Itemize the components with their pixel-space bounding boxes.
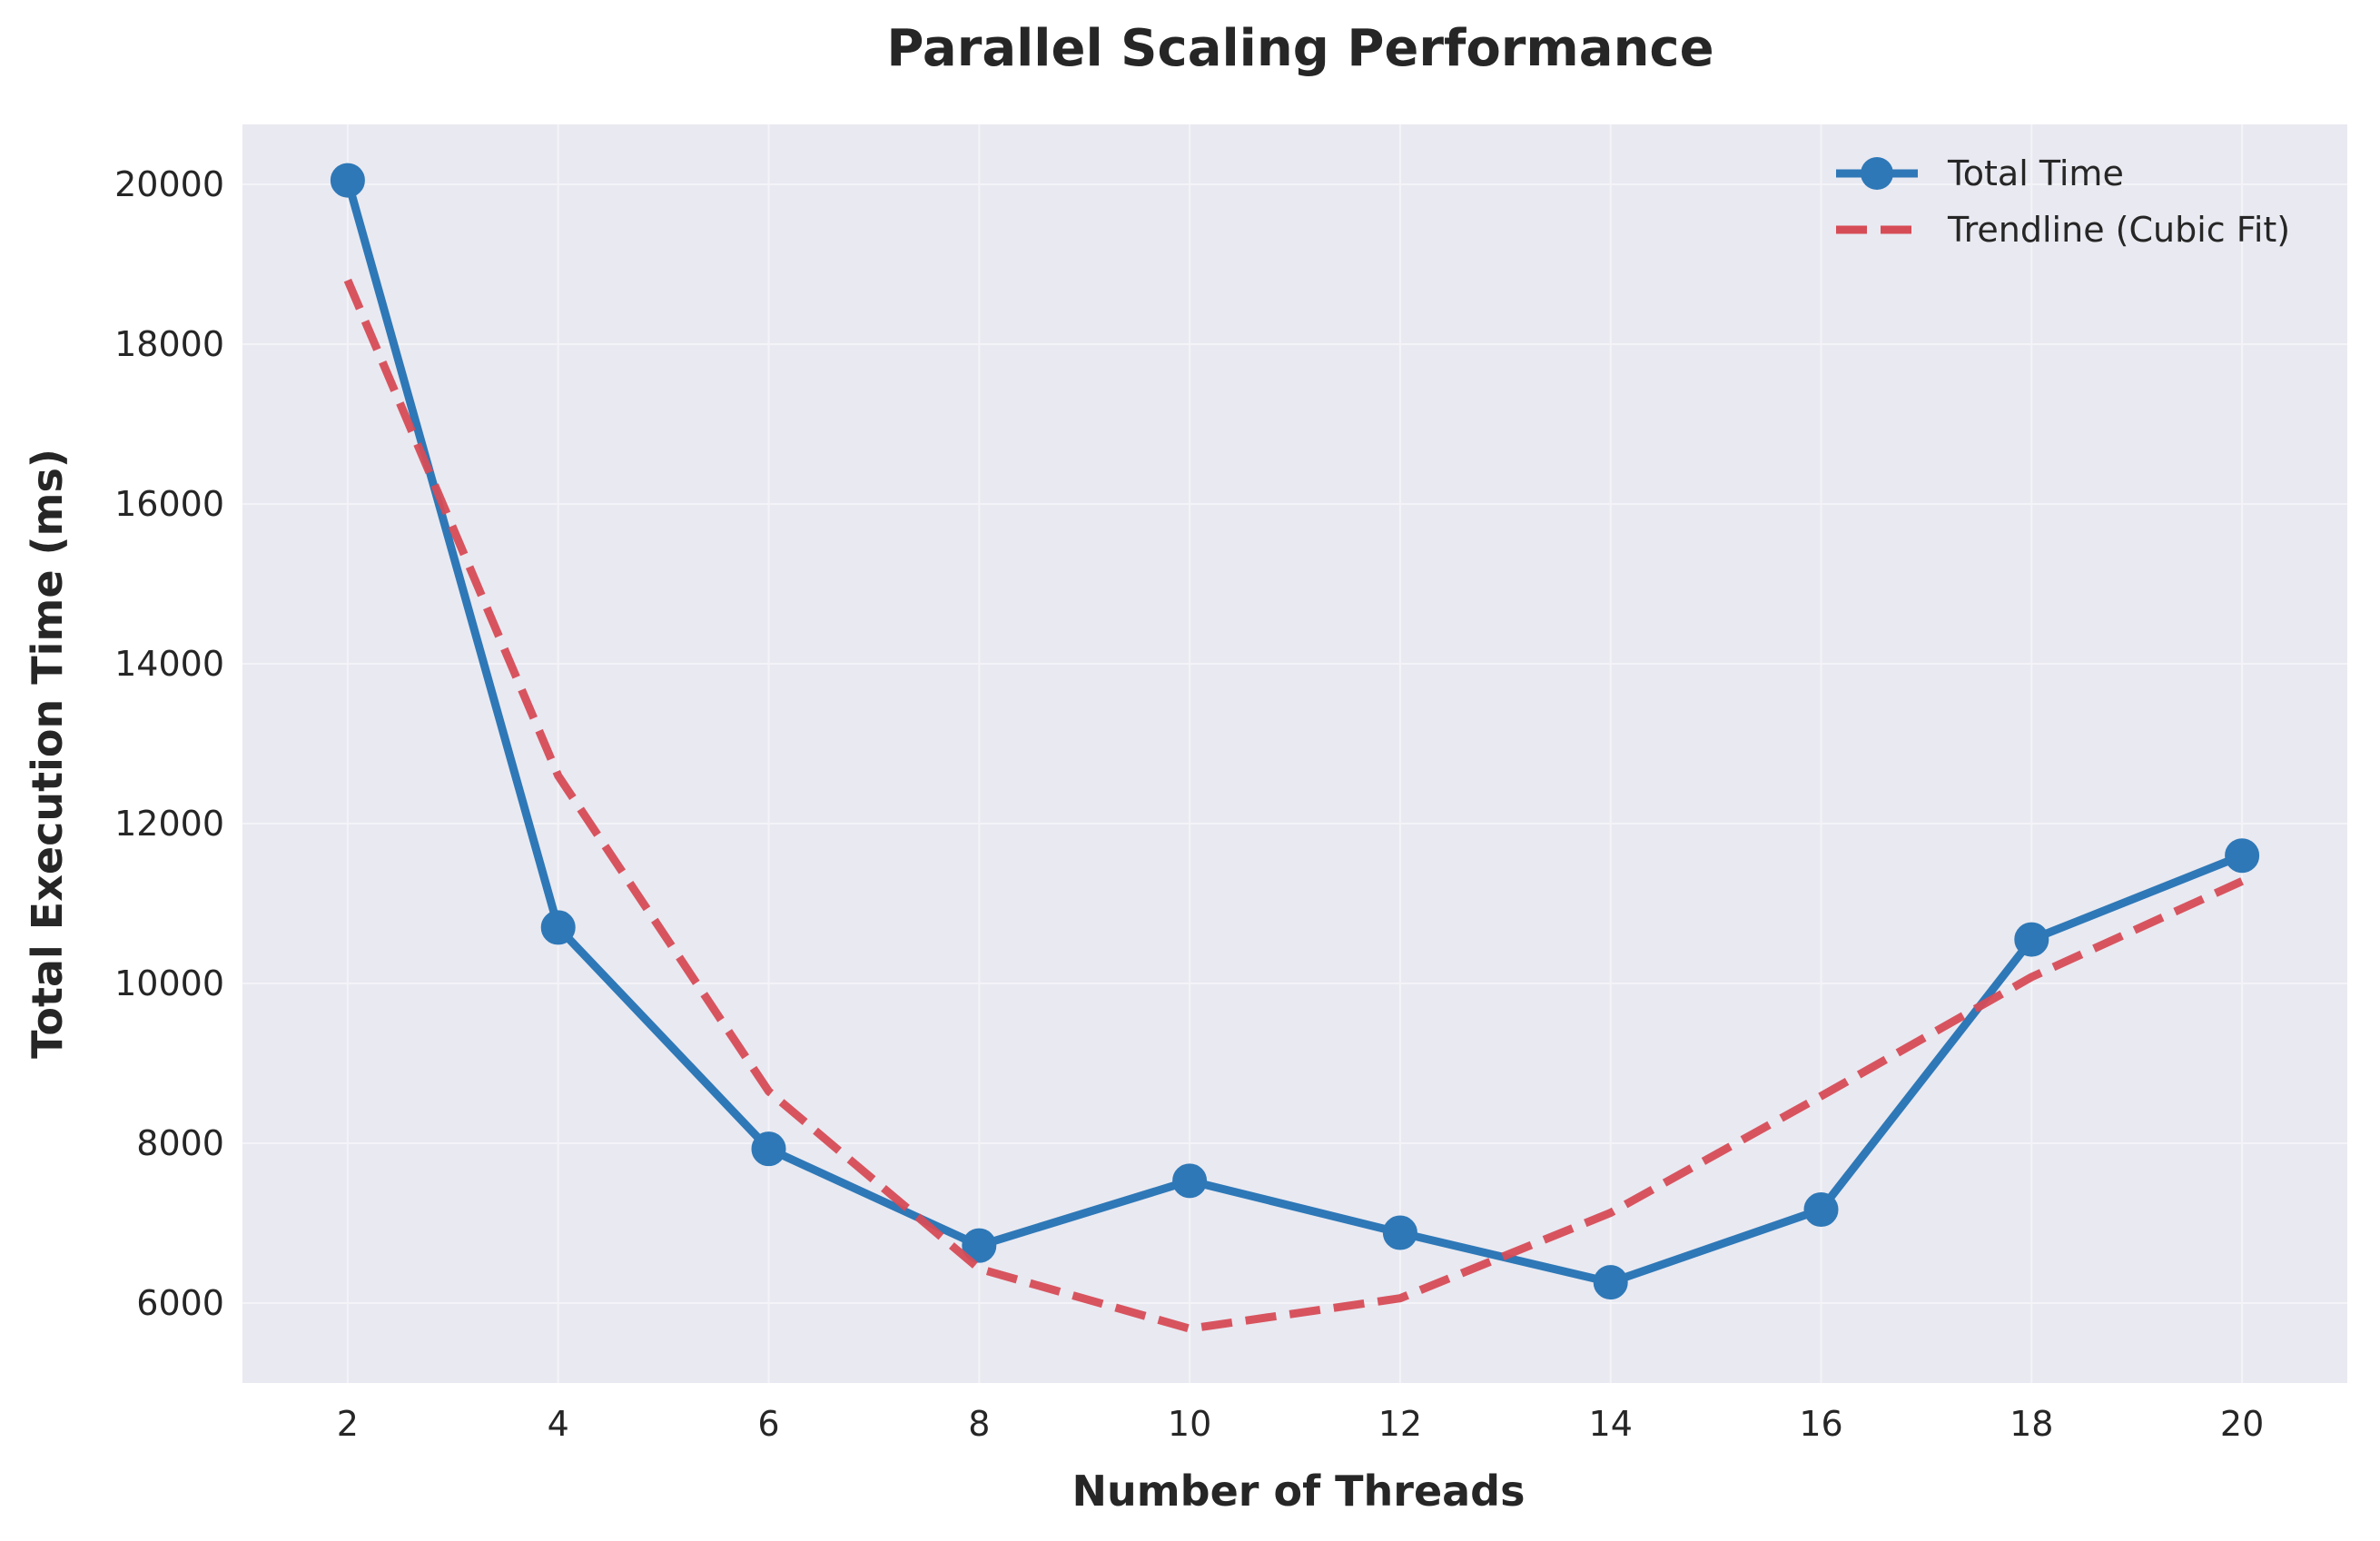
y-tick-label: 8000 xyxy=(136,1123,224,1163)
y-tick-label: 6000 xyxy=(136,1283,224,1323)
total-time-point xyxy=(2225,838,2260,874)
y-axis-label: Total Execution Time (ms) xyxy=(23,449,72,1059)
total-time-point xyxy=(540,910,576,945)
total-time-point xyxy=(1593,1265,1628,1300)
chart-title: Parallel Scaling Performance xyxy=(886,19,1713,78)
x-axis-label: Number of Threads xyxy=(1072,1467,1526,1516)
legend-marker-total-time xyxy=(1861,157,1893,190)
legend-label-total-time: Total Time xyxy=(1947,153,2124,193)
trendline-cubic-fit-line xyxy=(343,278,2244,1333)
y-tick-label: 20000 xyxy=(114,164,224,204)
x-tick-label: 4 xyxy=(548,1404,569,1444)
total-time-point xyxy=(1803,1192,1839,1228)
x-tick-label: 10 xyxy=(1168,1404,1211,1444)
x-tick-label: 6 xyxy=(757,1404,779,1444)
legend-label-trendline-cubic-fit: Trendline (Cubic Fit) xyxy=(1947,210,2290,250)
y-tick-label: 18000 xyxy=(114,324,224,364)
total-time-point xyxy=(1382,1215,1417,1250)
total-time-point xyxy=(751,1131,786,1167)
ticks: 2 4 6 8 10 12 14 16 18 20 6000 8000 10000 12000 14000 1… xyxy=(114,164,2264,1444)
y-tick-label: 16000 xyxy=(114,484,224,524)
total-time-point xyxy=(962,1228,997,1263)
legend: Total Time Trendline (Cubic Fit) xyxy=(1836,153,2290,250)
series xyxy=(330,163,2260,1333)
x-tick-label: 8 xyxy=(968,1404,990,1444)
x-tick-label: 16 xyxy=(1799,1404,1842,1444)
x-tick-label: 12 xyxy=(1378,1404,1422,1444)
y-tick-label: 10000 xyxy=(114,963,224,1003)
plot-area xyxy=(242,124,2347,1383)
total-time-point xyxy=(330,163,365,198)
x-tick-label: 2 xyxy=(337,1404,359,1444)
x-tick-label: 18 xyxy=(2010,1404,2053,1444)
y-tick-label: 14000 xyxy=(114,644,224,684)
grid xyxy=(242,124,2347,1383)
x-tick-label: 14 xyxy=(1589,1404,1633,1444)
total-time-point xyxy=(1172,1163,1208,1199)
x-tick-label: 20 xyxy=(2220,1404,2264,1444)
total-time-point xyxy=(2014,922,2049,957)
y-tick-label: 12000 xyxy=(114,804,224,844)
total-time-line xyxy=(343,176,2247,1287)
